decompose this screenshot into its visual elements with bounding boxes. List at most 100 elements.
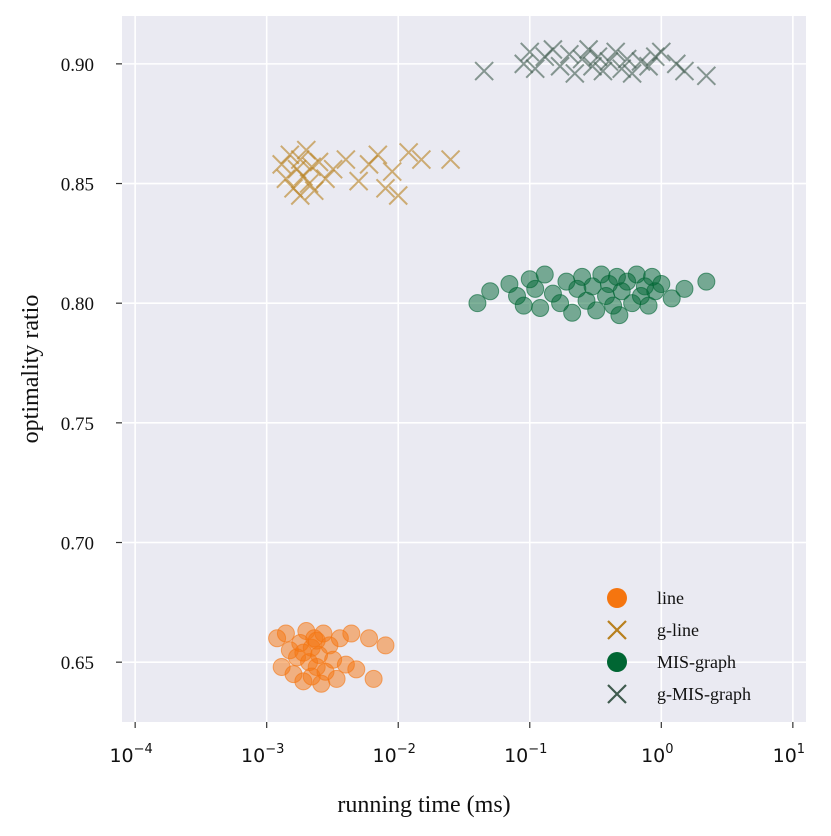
point-g-MIS-graph-20: [638, 56, 659, 76]
point-g-line-5: [290, 149, 310, 170]
point-g-MIS-graph-14: [599, 51, 619, 72]
legend-item-MIS-graph: MIS-graph: [607, 652, 736, 672]
point-MIS-graph-1: [481, 282, 500, 301]
legend-item-g-MIS-graph: g-MIS-graph: [607, 684, 751, 704]
point-MIS-graph-35: [675, 279, 694, 298]
plot-area: [122, 16, 806, 722]
point-g-line-6: [290, 185, 310, 206]
x-axis-label: running time (ms): [337, 792, 510, 818]
y-tick-label-5: 0.90: [61, 55, 94, 76]
point-MIS-graph-0: [468, 294, 487, 313]
point-g-line-20: [382, 161, 402, 182]
x-tick-label-2: 10−2: [373, 742, 416, 767]
point-line-28: [294, 643, 313, 662]
point-g-MIS-graph-7: [559, 44, 580, 64]
point-g-line-23: [411, 149, 432, 170]
x-tick-exponent: −3: [265, 742, 284, 757]
x-tick-base: 10: [504, 745, 528, 767]
point-g-MIS-graph-13: [593, 61, 613, 81]
point-MIS-graph-4: [514, 296, 533, 315]
point-g-line-15: [336, 149, 356, 170]
point-MIS-graph-33: [652, 275, 671, 294]
x-tick-label-1: 10−3: [241, 742, 284, 767]
point-MIS-graph-23: [610, 306, 629, 325]
point-g-MIS-graph-5: [543, 39, 563, 60]
y-tick-label-1: 0.70: [61, 534, 94, 555]
point-MIS-graph-34: [662, 289, 681, 308]
x-tick-base: 10: [641, 745, 665, 767]
point-g-MIS-graph-6: [550, 56, 570, 76]
x-tick-base: 10: [373, 745, 397, 767]
point-MIS-graph-6: [526, 279, 545, 298]
point-g-line-18: [368, 145, 388, 165]
x-tick-label-4: 100: [641, 742, 673, 767]
axis-ticks: 10−4 10−3 10−2 10−1 100 1010.650.700.750.800.…: [61, 55, 805, 767]
y-tick-label-2: 0.75: [61, 414, 94, 435]
x-tick-label-5: 101: [773, 742, 805, 767]
point-MIS-graph-12: [563, 303, 582, 322]
point-line-25: [360, 629, 379, 648]
point-g-line-1: [276, 169, 296, 189]
x-tick-label-3: 10−1: [504, 742, 547, 767]
point-line-27: [376, 636, 395, 655]
legend-marker-g-MIS-graph: [607, 684, 627, 704]
series-line: [268, 622, 395, 693]
point-g-MIS-graph-24: [674, 61, 695, 81]
point-g-MIS-graph-18: [622, 63, 642, 84]
x-tick-exponent: −1: [528, 742, 547, 757]
point-MIS-graph-36: [697, 272, 716, 291]
series-g-line: [271, 140, 461, 206]
point-g-MIS-graph-12: [588, 46, 608, 67]
legend-item-g-line: g-line: [607, 620, 699, 640]
y-tick-label-3: 0.80: [61, 294, 94, 315]
x-tick-base: 10: [109, 745, 133, 767]
point-g-MIS-graph-8: [565, 63, 585, 84]
point-g-MIS-graph-2: [520, 42, 540, 62]
point-g-line-16: [348, 171, 369, 191]
point-g-MIS-graph-11: [582, 56, 603, 76]
point-g-MIS-graph-22: [651, 42, 672, 62]
legend-item-line: line: [607, 588, 684, 608]
grid-lines: [122, 16, 806, 722]
x-tick-exponent: 1: [797, 742, 805, 757]
point-g-line-22: [398, 142, 419, 163]
legend-marker-MIS-graph: [607, 652, 627, 672]
x-tick-label-0: 10−4: [109, 742, 152, 767]
point-g-line-14: [323, 159, 343, 179]
point-g-MIS-graph-3: [525, 58, 545, 79]
x-tick-exponent: −4: [134, 742, 153, 757]
legend: line g-line MIS-graph g-MIS-graph: [607, 588, 751, 704]
point-line-29: [307, 631, 326, 650]
point-g-line-12: [309, 152, 329, 172]
point-g-line-24: [440, 149, 461, 170]
y-tick-label-4: 0.85: [61, 175, 94, 196]
point-g-line-2: [280, 145, 300, 165]
x-tick-exponent: −2: [397, 742, 416, 757]
point-g-MIS-graph-16: [612, 58, 632, 79]
point-g-MIS-graph-15: [605, 42, 626, 62]
series-g-MIS-graph: [474, 39, 717, 86]
point-line-24: [347, 660, 366, 679]
point-MIS-graph-8: [535, 265, 554, 284]
point-g-line-19: [375, 178, 396, 199]
point-line-2: [276, 624, 295, 643]
legend-label-g-MIS-graph: g-MIS-graph: [657, 684, 751, 704]
x-tick-base: 10: [241, 745, 265, 767]
point-MIS-graph-7: [531, 298, 550, 317]
x-tick-base: 10: [773, 745, 797, 767]
series-MIS-graph: [468, 265, 716, 325]
y-axis-label: optimality ratio: [18, 295, 44, 444]
point-g-MIS-graph-10: [578, 39, 599, 60]
point-g-line-21: [388, 185, 408, 206]
point-g-MIS-graph-1: [514, 54, 534, 74]
y-tick-label-0: 0.65: [61, 653, 94, 674]
point-g-MIS-graph-9: [572, 49, 592, 69]
point-line-20: [327, 669, 346, 688]
legend-marker-g-line: [607, 620, 627, 640]
legend-label-line: line: [657, 588, 684, 608]
x-tick-exponent: 0: [665, 742, 673, 757]
legend-label-MIS-graph: MIS-graph: [657, 652, 736, 672]
point-g-MIS-graph-0: [474, 61, 494, 81]
